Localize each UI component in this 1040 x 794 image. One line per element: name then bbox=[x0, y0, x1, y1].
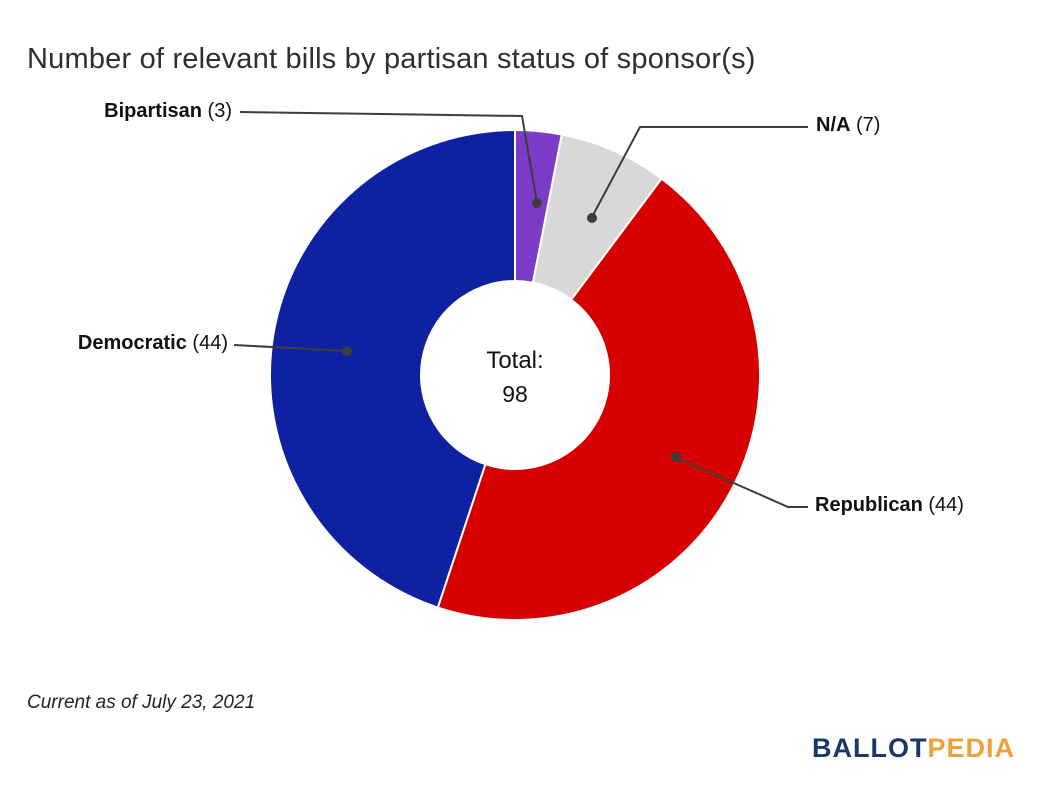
donut-slices-group bbox=[269, 128, 761, 622]
leader-dot-democratic bbox=[342, 346, 352, 356]
leader-dot-republican bbox=[671, 452, 681, 462]
callout-republican-label: Republican bbox=[815, 494, 923, 516]
donut-center-value: 98 bbox=[502, 381, 528, 407]
leader-line-na bbox=[591, 126, 808, 218]
donut-slice-republican bbox=[436, 177, 761, 622]
leader-line-republican bbox=[676, 457, 808, 508]
callout-republican: Republican (44) bbox=[815, 494, 964, 517]
logo-ballot-text: BALLOT bbox=[811, 733, 928, 763]
callout-bipartisan-count: (3) bbox=[207, 100, 232, 122]
logo-pedia-text: PEDIA bbox=[927, 733, 1015, 763]
chart-title: Number of relevant bills by partisan sta… bbox=[27, 43, 756, 76]
callout-bipartisan: Bipartisan (3) bbox=[104, 100, 232, 123]
leader-dots-group bbox=[342, 198, 681, 462]
ballotpedia-logo: BALLOTPEDIA bbox=[812, 733, 1015, 764]
donut-slice-democratic bbox=[269, 128, 516, 609]
leader-line-democratic bbox=[233, 344, 348, 352]
leader-lines-group bbox=[233, 111, 808, 508]
callout-na: N/A (7) bbox=[816, 114, 880, 137]
footnote: Current as of July 23, 2021 bbox=[27, 692, 256, 713]
donut-center-title: Total: bbox=[486, 347, 544, 374]
callout-democratic-count: (44) bbox=[192, 332, 228, 354]
leader-line-bipartisan bbox=[239, 111, 538, 204]
callout-na-label: N/A bbox=[816, 114, 851, 136]
callout-democratic-label: Democratic bbox=[77, 332, 187, 354]
callout-bipartisan-label: Bipartisan bbox=[104, 100, 202, 122]
callout-na-count: (7) bbox=[856, 114, 881, 136]
callout-democratic: Democratic (44) bbox=[78, 332, 228, 355]
leader-dot-na bbox=[587, 213, 597, 223]
donut-center-label: Total: 98 bbox=[486, 344, 543, 410]
callout-republican-count: (44) bbox=[928, 494, 964, 516]
leader-dot-bipartisan bbox=[532, 198, 542, 208]
